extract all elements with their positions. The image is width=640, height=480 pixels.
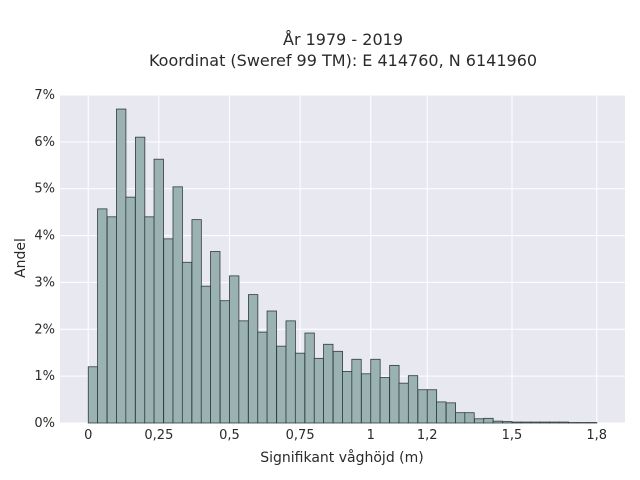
x-tick-label: 0,25 [144,428,173,443]
histogram-bar [285,320,296,424]
histogram-bar [313,357,325,424]
histogram-bar [492,420,503,424]
histogram-bar [116,108,127,424]
histogram-bar [520,421,532,424]
histogram-bar [398,382,409,424]
histogram-bar [426,389,438,424]
histogram-bar [502,421,513,424]
histogram-bar [172,186,183,424]
chart-title-line1: År 1979 - 2019 [283,30,403,49]
histogram-bar [257,331,268,424]
histogram-bar [511,421,522,424]
histogram-bar [304,332,315,424]
histogram-bar [219,300,230,424]
y-tick-label: 7% [34,88,55,103]
x-tick-label: 0,5 [219,428,240,443]
x-tick-label: 1,5 [502,428,523,443]
bars-group [87,108,598,424]
histogram-bar [379,377,390,424]
histogram-bar [181,261,193,424]
y-tick-label: 6% [34,135,55,150]
histogram-bar [370,358,381,424]
histogram-bar [276,345,287,424]
histogram-bar [445,402,456,424]
histogram-bar [87,366,99,424]
y-tick-label: 4% [34,229,55,244]
histogram-bar [153,158,164,424]
histogram-bar [351,358,362,424]
histogram-bar [361,373,372,424]
histogram-bar [549,421,560,424]
histogram-bar [389,364,400,424]
x-tick-labels: 0 0,25 0,5 0,75 1 1,2 1,5 1,8 [84,428,607,443]
x-tick-label: 0 [84,428,92,443]
histogram-bar [436,401,447,424]
histogram-bar [530,421,541,424]
histogram-bar [97,208,108,424]
histogram-bar [407,375,419,424]
histogram-bar [539,421,551,424]
histogram-bar [474,418,485,424]
histogram-bar [332,350,343,424]
histogram-bar [455,412,466,424]
histogram-bar [294,352,306,424]
y-tick-labels: 0% 1% 2% 3% 4% 5% 6% 7% [34,88,55,431]
histogram-bar [229,275,240,424]
histogram-bar [200,285,212,424]
histogram-bar [417,389,428,424]
histogram-bar [558,421,569,424]
histogram-bar [125,196,136,424]
y-axis-label: Andel [13,238,29,278]
histogram-bar [248,294,259,424]
x-tick-label: 1,2 [417,428,438,443]
histogram-bar [144,216,155,424]
y-tick-label: 2% [34,322,55,337]
histogram-bar [464,412,475,424]
x-axis-label: Signifikant våghöjd (m) [260,449,423,466]
histogram-bar [342,371,353,424]
histogram-bar [238,320,249,424]
y-tick-label: 1% [34,369,55,384]
x-tick-label: 0,75 [286,428,315,443]
y-tick-label: 3% [34,275,55,290]
chart-title-line2: Koordinat (Sweref 99 TM): E 414760, N 61… [149,51,537,70]
x-tick-label: 1,8 [586,428,607,443]
y-tick-label: 5% [34,182,55,197]
histogram-bar [106,216,117,424]
histogram-bar [266,310,277,424]
histogram-bar [210,251,221,424]
histogram-bar [191,219,202,424]
histogram-bar [135,136,146,424]
histogram-bar [483,417,494,424]
y-tick-label: 0% [34,416,55,431]
histogram-bar [323,343,334,424]
histogram-bar [163,238,174,424]
x-tick-label: 1 [367,428,375,443]
